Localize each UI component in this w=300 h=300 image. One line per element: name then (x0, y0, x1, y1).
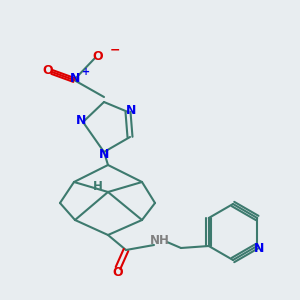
Text: NH: NH (150, 235, 170, 248)
Text: N: N (99, 148, 109, 161)
Text: N: N (70, 73, 80, 85)
Text: −: − (110, 43, 121, 56)
Text: N: N (76, 113, 86, 127)
Text: +: + (82, 67, 90, 77)
Text: O: O (93, 50, 103, 64)
Text: N: N (126, 103, 136, 116)
Text: N: N (254, 242, 264, 254)
Text: H: H (93, 181, 103, 194)
Text: O: O (113, 266, 123, 278)
Text: O: O (43, 64, 53, 77)
